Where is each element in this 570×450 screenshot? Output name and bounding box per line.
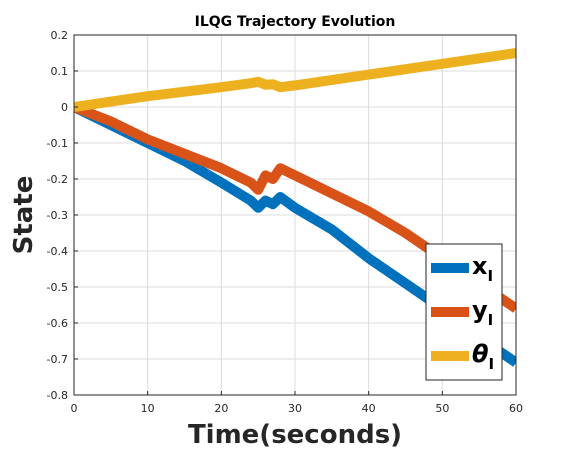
- series-line-0: [74, 102, 516, 367]
- x-axis-label: Time(seconds): [188, 420, 402, 450]
- x-tick-label: 0: [71, 402, 78, 415]
- x-tick-label: 10: [141, 402, 155, 415]
- legend-label-subscript: I: [487, 267, 493, 285]
- legend-label-subscript: I: [488, 311, 494, 329]
- series-line-2: [74, 48, 516, 112]
- series-lines: [74, 48, 516, 367]
- legend-label-0: xI: [472, 252, 493, 285]
- y-tick-label: -0.3: [47, 209, 68, 222]
- x-tick-label: 60: [509, 402, 523, 415]
- y-tick-label: -0.2: [47, 173, 68, 186]
- x-tick-label: 30: [288, 402, 302, 415]
- y-tick-label: -0.4: [47, 245, 68, 258]
- y-tick-label: -0.1: [47, 137, 68, 150]
- legend-label-subscript: I: [489, 355, 495, 373]
- y-tick-label: 0.1: [51, 65, 69, 78]
- y-tick-label: -0.6: [47, 317, 68, 330]
- tick-labels: 0 10 20 30 40 50 60 -0.8 -0.7 -0.6 -0.5 -0.4 -0.3 -0.…: [47, 29, 523, 415]
- x-tick-label: 20: [214, 402, 228, 415]
- series-line-1: [74, 102, 516, 313]
- legend-label-main: y: [472, 296, 488, 324]
- legend-label-1: yI: [472, 296, 493, 329]
- y-tick-label: 0.2: [51, 29, 69, 42]
- x-tick-label: 40: [362, 402, 376, 415]
- chart-title: ILQG Trajectory Evolution: [195, 14, 396, 30]
- y-axis-label: State: [9, 176, 39, 255]
- y-tick-label: 0: [61, 101, 68, 114]
- y-tick-label: -0.8: [47, 389, 68, 402]
- legend-label-main: x: [472, 252, 488, 280]
- legend-label-main: θ: [472, 340, 489, 368]
- legend-label-2: θI: [472, 340, 494, 373]
- y-tick-label: -0.5: [47, 281, 68, 294]
- x-tick-label: 50: [435, 402, 449, 415]
- y-tick-label: -0.7: [47, 353, 68, 366]
